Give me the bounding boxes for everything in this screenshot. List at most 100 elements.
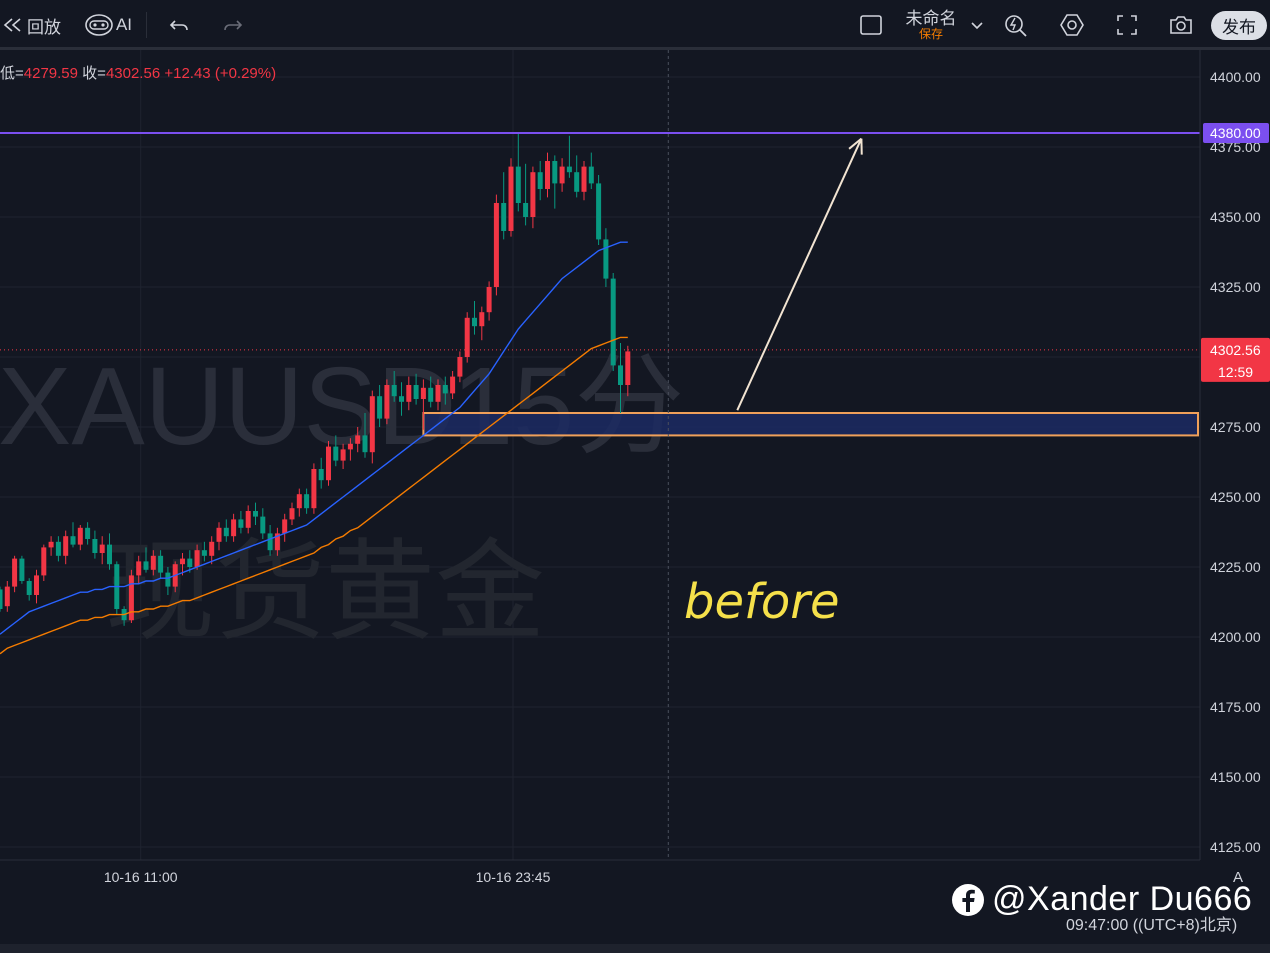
candle-body xyxy=(201,550,207,556)
candle xyxy=(420,379,426,430)
candle xyxy=(413,373,419,405)
candle xyxy=(326,441,331,486)
candle-body xyxy=(77,527,83,545)
fullscreen-button[interactable] xyxy=(1111,0,1143,50)
candle xyxy=(625,345,631,397)
candle xyxy=(355,427,361,453)
candle xyxy=(581,161,587,201)
candle xyxy=(63,530,69,565)
resistance-price-label: 4380.00 xyxy=(1203,123,1269,143)
candle-body xyxy=(26,581,32,595)
candle-body xyxy=(406,385,412,402)
candle-body xyxy=(267,533,273,551)
candle-body xyxy=(296,494,302,509)
time-axis[interactable]: 10-16 11:00 10-16 23:45 xyxy=(0,859,1200,885)
candle xyxy=(194,544,200,570)
timezone-clock[interactable]: 09:47:00 ((UTC+8)北京) xyxy=(1066,917,1238,934)
arrow-shaft xyxy=(736,138,863,411)
candle-body xyxy=(450,376,456,394)
candle-body xyxy=(347,443,353,450)
candle xyxy=(238,511,244,534)
target-arrow[interactable] xyxy=(736,137,863,411)
price-tick-label: 4325.00 xyxy=(1210,279,1261,295)
candle-body xyxy=(442,385,448,394)
bar-countdown-text: 12:59 xyxy=(1218,364,1253,380)
candle xyxy=(442,376,448,405)
candle xyxy=(501,172,507,240)
auto-scale-button[interactable]: A xyxy=(1232,869,1243,886)
candle xyxy=(311,463,317,514)
ma-slow-line xyxy=(0,336,628,655)
candle xyxy=(362,413,368,458)
candle xyxy=(267,525,273,556)
candle xyxy=(4,581,10,612)
candle-body xyxy=(515,166,521,203)
screenshot-button[interactable] xyxy=(1164,0,1198,50)
candle-body xyxy=(245,511,251,528)
candle-body xyxy=(282,519,288,534)
publish-button[interactable]: 发布 xyxy=(1211,11,1267,40)
redo-button[interactable] xyxy=(218,0,248,50)
candle-body xyxy=(523,203,529,217)
candle-body xyxy=(0,589,3,609)
candle-body xyxy=(41,547,47,576)
candle xyxy=(223,519,229,542)
candle xyxy=(55,536,61,562)
support-zone[interactable] xyxy=(422,412,1199,437)
candle xyxy=(70,522,76,548)
rewind-icon xyxy=(3,18,21,32)
price-tick-label: 4400.00 xyxy=(1210,69,1261,85)
last-price-bg xyxy=(1201,337,1270,382)
chevron-down-icon xyxy=(971,22,983,30)
candle xyxy=(318,457,324,489)
candle-body xyxy=(508,166,514,231)
price-tick-label: 4200.00 xyxy=(1210,629,1261,645)
undo-button[interactable] xyxy=(164,0,194,50)
arrow-head xyxy=(848,137,863,150)
candle xyxy=(377,385,383,427)
candle-body xyxy=(289,508,295,520)
moving-averages xyxy=(0,241,628,655)
candle xyxy=(296,488,302,517)
candle xyxy=(26,578,32,601)
candle xyxy=(245,505,251,534)
fullscreen-icon xyxy=(1117,15,1137,35)
layout-select-checkbox[interactable] xyxy=(856,0,886,50)
price-chart[interactable]: XAUUSD 15分 现货黄金 before 4400.004375.00435… xyxy=(0,50,1270,944)
candle xyxy=(515,133,521,212)
candle xyxy=(180,553,185,576)
candle-body xyxy=(377,396,383,419)
settings-button[interactable] xyxy=(1055,0,1089,50)
ai-button[interactable]: AI xyxy=(80,0,136,50)
candle-body xyxy=(501,203,507,231)
candle xyxy=(566,135,572,178)
candle-body xyxy=(596,183,602,240)
candle-body xyxy=(187,558,193,567)
gear-icon xyxy=(1060,14,1084,36)
candle xyxy=(289,502,295,525)
candle xyxy=(588,152,594,189)
candle-body xyxy=(180,558,185,565)
facebook-icon xyxy=(952,883,984,916)
candle-body xyxy=(63,536,69,556)
candle xyxy=(537,161,543,201)
candle xyxy=(435,379,441,411)
quick-search-button[interactable] xyxy=(1000,0,1032,50)
candle-body xyxy=(333,446,339,461)
candle-body xyxy=(326,446,331,481)
candle xyxy=(340,443,346,469)
candle-body xyxy=(231,519,237,537)
candle-body xyxy=(48,541,54,548)
layout-name-menu[interactable]: 未命名 保存 xyxy=(898,0,964,50)
candle-body xyxy=(304,494,310,509)
candle-body xyxy=(311,469,317,509)
candle xyxy=(253,502,258,525)
candle-body xyxy=(274,533,280,551)
candle xyxy=(136,555,142,584)
price-axis[interactable]: 4400.004375.004350.004325.004300.004275.… xyxy=(1199,50,1270,860)
candle xyxy=(274,527,280,556)
candle-body xyxy=(428,387,434,402)
replay-button[interactable]: 回放 xyxy=(0,0,64,50)
candle-body xyxy=(369,396,375,453)
layout-dropdown-button[interactable] xyxy=(966,0,988,50)
